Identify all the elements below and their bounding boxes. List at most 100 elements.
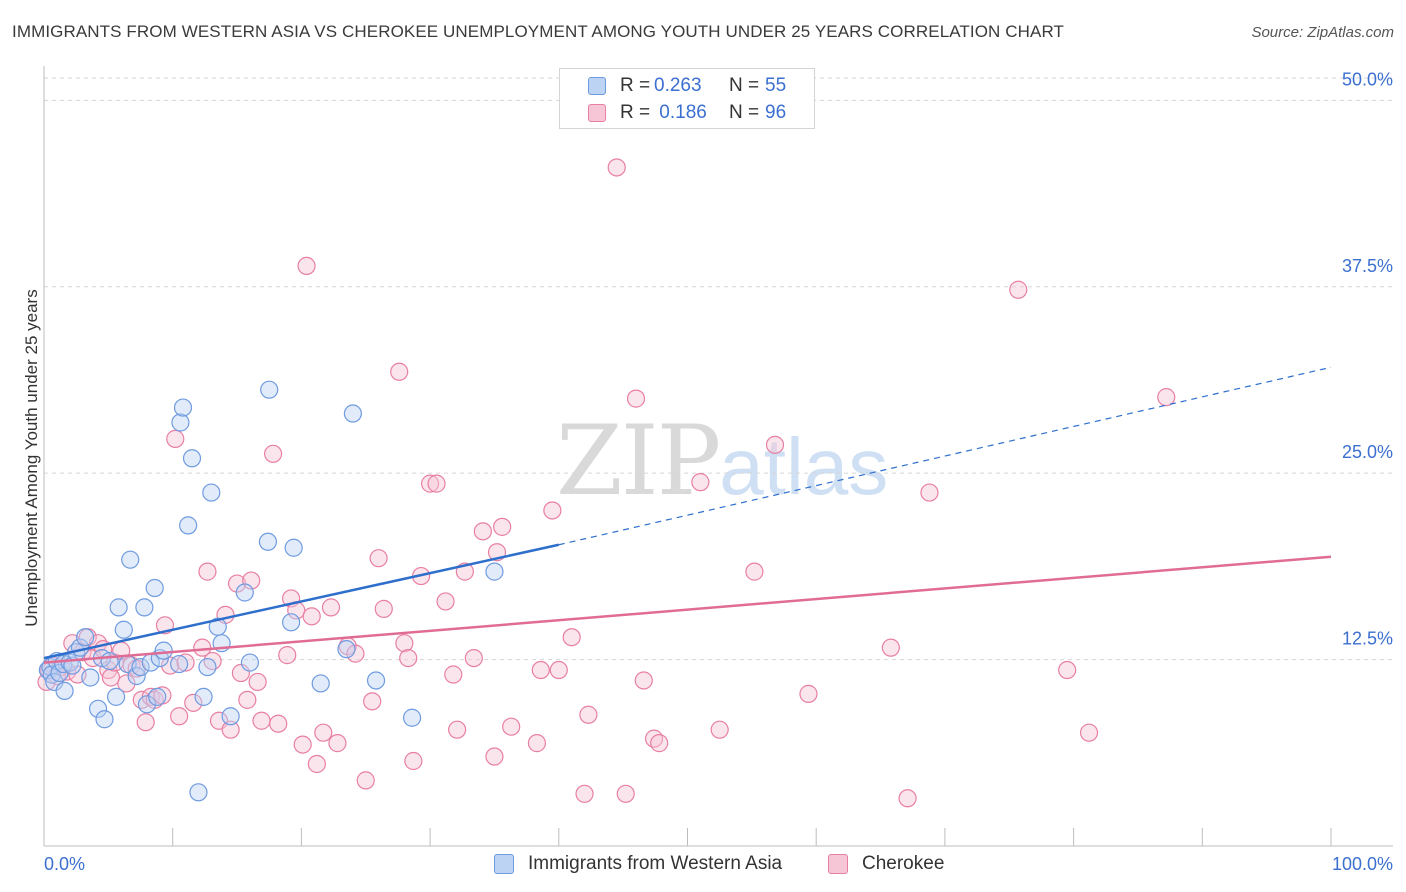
series-western-asia-points — [38, 380, 504, 802]
data-point-western-asia — [182, 449, 202, 468]
data-point-cherokee — [374, 599, 393, 618]
data-point-western-asia — [284, 538, 303, 557]
data-point-western-asia — [260, 380, 279, 399]
legend-r-label: R = — [620, 102, 651, 123]
data-point-cherokee — [527, 734, 547, 753]
chart-source: Source: ZipAtlas.com — [1251, 24, 1394, 41]
data-point-western-asia — [485, 562, 504, 581]
data-point-cherokee — [421, 474, 440, 493]
data-point-cherokee — [607, 158, 626, 177]
data-point-cherokee — [328, 734, 347, 753]
data-point-western-asia — [76, 628, 95, 647]
data-point-western-asia — [55, 681, 74, 701]
data-point-cherokee — [464, 649, 483, 668]
legend-n-label: N = — [729, 75, 760, 96]
data-point-cherokee — [898, 789, 917, 808]
data-point-western-asia — [194, 687, 213, 706]
data-point-cherokee — [293, 735, 312, 754]
y-tick-label: 50.0% — [1342, 69, 1393, 89]
data-point-cherokee — [404, 751, 423, 771]
data-point-western-asia — [145, 578, 164, 598]
data-point-cherokee — [356, 771, 375, 790]
y-tick-label: 37.5% — [1342, 256, 1393, 276]
legend-n-label: N = — [729, 102, 760, 123]
data-point-cherokee — [263, 444, 283, 463]
data-point-cherokee — [485, 747, 504, 766]
data-point-cherokee — [399, 649, 418, 668]
data-point-cherokee — [650, 734, 669, 753]
data-point-cherokee — [170, 707, 189, 726]
data-point-cherokee — [575, 784, 594, 803]
data-point-cherokee — [1009, 280, 1028, 299]
legend-swatch-pink — [588, 104, 606, 122]
data-point-western-asia — [106, 687, 126, 706]
data-point-cherokee — [314, 723, 333, 742]
data-point-western-asia — [114, 620, 133, 639]
data-point-cherokee — [493, 517, 512, 536]
data-point-cherokee — [369, 549, 388, 568]
trend-lines — [43, 366, 1332, 664]
data-point-western-asia — [45, 672, 64, 692]
data-point-cherokee — [549, 660, 568, 680]
y-tick-label: 25.0% — [1342, 442, 1393, 462]
data-point-cherokee — [765, 435, 785, 454]
data-point-cherokee — [184, 693, 203, 712]
data-point-cherokee — [1157, 388, 1176, 407]
data-point-cherokee — [203, 651, 222, 671]
data-point-cherokee — [238, 690, 257, 709]
data-point-western-asia — [131, 657, 150, 677]
legend-n-value: 96 — [765, 102, 787, 123]
series-legend-swatch-blue — [494, 854, 514, 874]
data-point-western-asia — [311, 674, 330, 693]
data-point-western-asia — [121, 550, 140, 569]
data-point-cherokee — [297, 256, 316, 275]
data-point-western-asia — [202, 483, 221, 502]
data-point-cherokee — [579, 705, 598, 724]
data-point-cherokee — [616, 784, 635, 803]
data-point-cherokee — [626, 389, 646, 408]
data-point-cherokee — [543, 501, 562, 520]
data-point-cherokee — [136, 713, 155, 732]
data-point-cherokee — [248, 672, 267, 692]
data-point-cherokee — [920, 483, 939, 502]
series-legend: Immigrants from Western Asia Cherokee — [0, 850, 1406, 880]
data-point-cherokee — [101, 668, 121, 687]
watermark-zip: ZIP — [556, 405, 721, 517]
data-point-cherokee — [346, 644, 365, 663]
data-point-cherokee — [363, 692, 382, 711]
data-point-cherokee — [1079, 723, 1099, 742]
series-legend-label: Cherokee — [862, 853, 945, 874]
data-point-western-asia — [235, 583, 254, 602]
data-point-cherokee — [278, 646, 297, 665]
data-point-western-asia — [88, 699, 108, 718]
data-point-cherokee — [221, 720, 240, 739]
data-point-western-asia — [198, 657, 217, 677]
data-point-cherokee — [269, 714, 288, 733]
y-tick-label: 12.5% — [1342, 629, 1393, 649]
watermark-atlas: atlas — [719, 422, 889, 511]
data-point-western-asia — [402, 708, 422, 727]
data-point-western-asia — [337, 640, 356, 659]
legend-r-value: 0.263 — [654, 75, 702, 96]
data-point-western-asia — [179, 516, 198, 535]
data-point-cherokee — [562, 628, 581, 647]
data-point-cherokee — [799, 684, 818, 703]
data-point-western-asia — [366, 671, 386, 690]
data-point-western-asia — [127, 666, 146, 686]
series-legend-label: Immigrants from Western Asia — [528, 853, 783, 874]
data-point-western-asia — [81, 668, 100, 687]
legend-n-value: 55 — [765, 75, 787, 96]
grid — [44, 77, 1393, 661]
data-point-western-asia — [221, 707, 240, 726]
tick-labels: 12.5% 25.0% 37.5% 50.0% 0.0% 100.0% — [44, 69, 1393, 874]
data-point-western-asia — [42, 665, 61, 684]
data-point-cherokee — [302, 607, 321, 626]
data-point-cherokee — [321, 598, 341, 617]
data-point-western-asia — [109, 598, 128, 617]
legend-r-label: R = — [620, 75, 651, 96]
legend-swatch-blue — [588, 77, 606, 95]
legend-r-value: 0.186 — [654, 102, 707, 123]
data-point-cherokee — [448, 720, 467, 739]
trend-line-western-asia-projection — [558, 366, 1332, 546]
